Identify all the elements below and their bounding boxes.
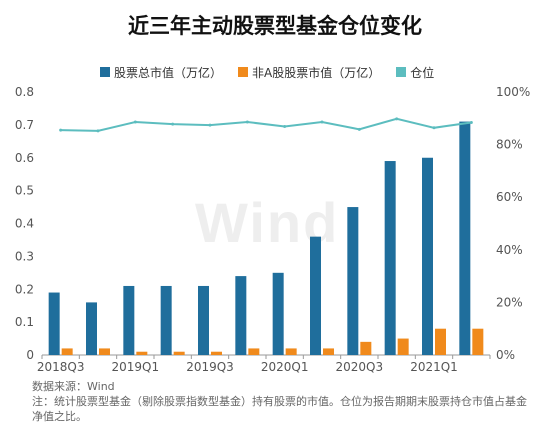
- x-axis-tick-label: 2019Q1: [112, 360, 160, 374]
- point-position: [469, 121, 473, 125]
- right-axis-tick-label: 20%: [496, 295, 523, 309]
- legend-label-non-a-share: 非A股股票市值（万亿）: [252, 65, 381, 80]
- point-position: [395, 117, 399, 121]
- bar-stock-total: [235, 276, 247, 355]
- footer-note: 注：统计股票型基金（剔除股票指数型基金）持有股票的市值。仓位为报告期期末股票持仓…: [32, 395, 527, 423]
- right-axis-tick-label: 60%: [496, 190, 523, 204]
- bar-non-a-share: [136, 351, 148, 355]
- legend-swatch-stock-total: [100, 67, 110, 77]
- legend-swatch-position: [396, 67, 407, 77]
- bar-non-a-share: [360, 341, 372, 355]
- legend-label-position: 仓位: [410, 65, 435, 80]
- bar-stock-total: [160, 285, 172, 355]
- point-position: [357, 127, 361, 131]
- legend-label-stock-total: 股票总市值（万亿）: [114, 65, 223, 80]
- bar-stock-total: [422, 157, 433, 355]
- right-axis-tick-label: 100%: [496, 85, 530, 99]
- right-axis-tick-label: 0%: [496, 348, 515, 362]
- bar-stock-total: [347, 207, 359, 355]
- point-position: [432, 126, 436, 130]
- bar-stock-total: [86, 302, 97, 355]
- bar-non-a-share: [61, 348, 73, 355]
- x-axis-tick-label: 2020Q3: [336, 360, 384, 374]
- legend-item-position: 仓位: [396, 64, 434, 81]
- left-axis-tick-label: 0: [26, 348, 34, 362]
- bar-non-a-share: [99, 348, 110, 355]
- chart-title: 近三年主动股票型基金仓位变化: [128, 14, 422, 38]
- right-axis-tick-label: 40%: [496, 243, 523, 257]
- bar-stock-total: [272, 272, 284, 355]
- left-axis-tick-label: 0.1: [15, 315, 34, 329]
- left-axis-tick-label: 0.2: [15, 282, 34, 296]
- bar-stock-total: [198, 285, 209, 355]
- bar-stock-total: [384, 161, 396, 355]
- point-position: [96, 129, 100, 133]
- bar-non-a-share: [173, 351, 185, 355]
- bar-non-a-share: [285, 348, 297, 355]
- left-axis-tick-label: 0.3: [15, 249, 34, 263]
- footer: 数据来源：Wind 注：统计股票型基金（剔除股票指数型基金）持有股票的市值。仓位…: [32, 379, 537, 424]
- point-position: [133, 120, 137, 124]
- point-position: [283, 124, 287, 128]
- point-position: [245, 120, 249, 124]
- point-position: [320, 120, 324, 124]
- bar-stock-total: [310, 236, 321, 355]
- left-axis-tick-label: 0.4: [15, 217, 34, 231]
- bar-non-a-share: [397, 338, 409, 355]
- bar-non-a-share: [472, 328, 484, 355]
- line-position: [60, 117, 472, 132]
- bar-non-a-share: [323, 348, 334, 355]
- x-axis-tick-label: 2019Q3: [186, 360, 234, 374]
- point-position: [171, 122, 175, 126]
- left-axis-tick-label: 0.7: [15, 118, 34, 132]
- legend-item-stock-total: 股票总市值（万亿）: [100, 64, 222, 81]
- x-axis-tick-label: 2018Q3: [37, 360, 85, 374]
- legend-swatch-non-a-share: [238, 67, 249, 77]
- footer-source: 数据来源：Wind: [32, 380, 115, 393]
- bar-non-a-share: [211, 351, 222, 355]
- bar-non-a-share: [435, 328, 446, 355]
- legend-item-non-a-share: 非A股股票市值（万亿）: [238, 64, 380, 81]
- right-axis-tick-label: 80%: [496, 138, 523, 152]
- left-axis-tick-label: 0.8: [15, 85, 34, 99]
- left-axis-tick-label: 0.6: [15, 151, 34, 165]
- bar-stock-total: [459, 121, 471, 356]
- bar-non-a-share: [248, 348, 260, 355]
- left-axis-tick-label: 0.5: [15, 184, 34, 198]
- point-position: [59, 128, 63, 132]
- legend: 股票总市值（万亿） 非A股股票市值（万亿） 仓位: [100, 63, 450, 81]
- bar-stock-total: [123, 285, 135, 355]
- bar-stock-total: [48, 292, 60, 355]
- point-position: [208, 123, 212, 127]
- x-axis-tick-label: 2021Q1: [410, 360, 458, 374]
- x-axis-tick-label: 2020Q1: [261, 360, 309, 374]
